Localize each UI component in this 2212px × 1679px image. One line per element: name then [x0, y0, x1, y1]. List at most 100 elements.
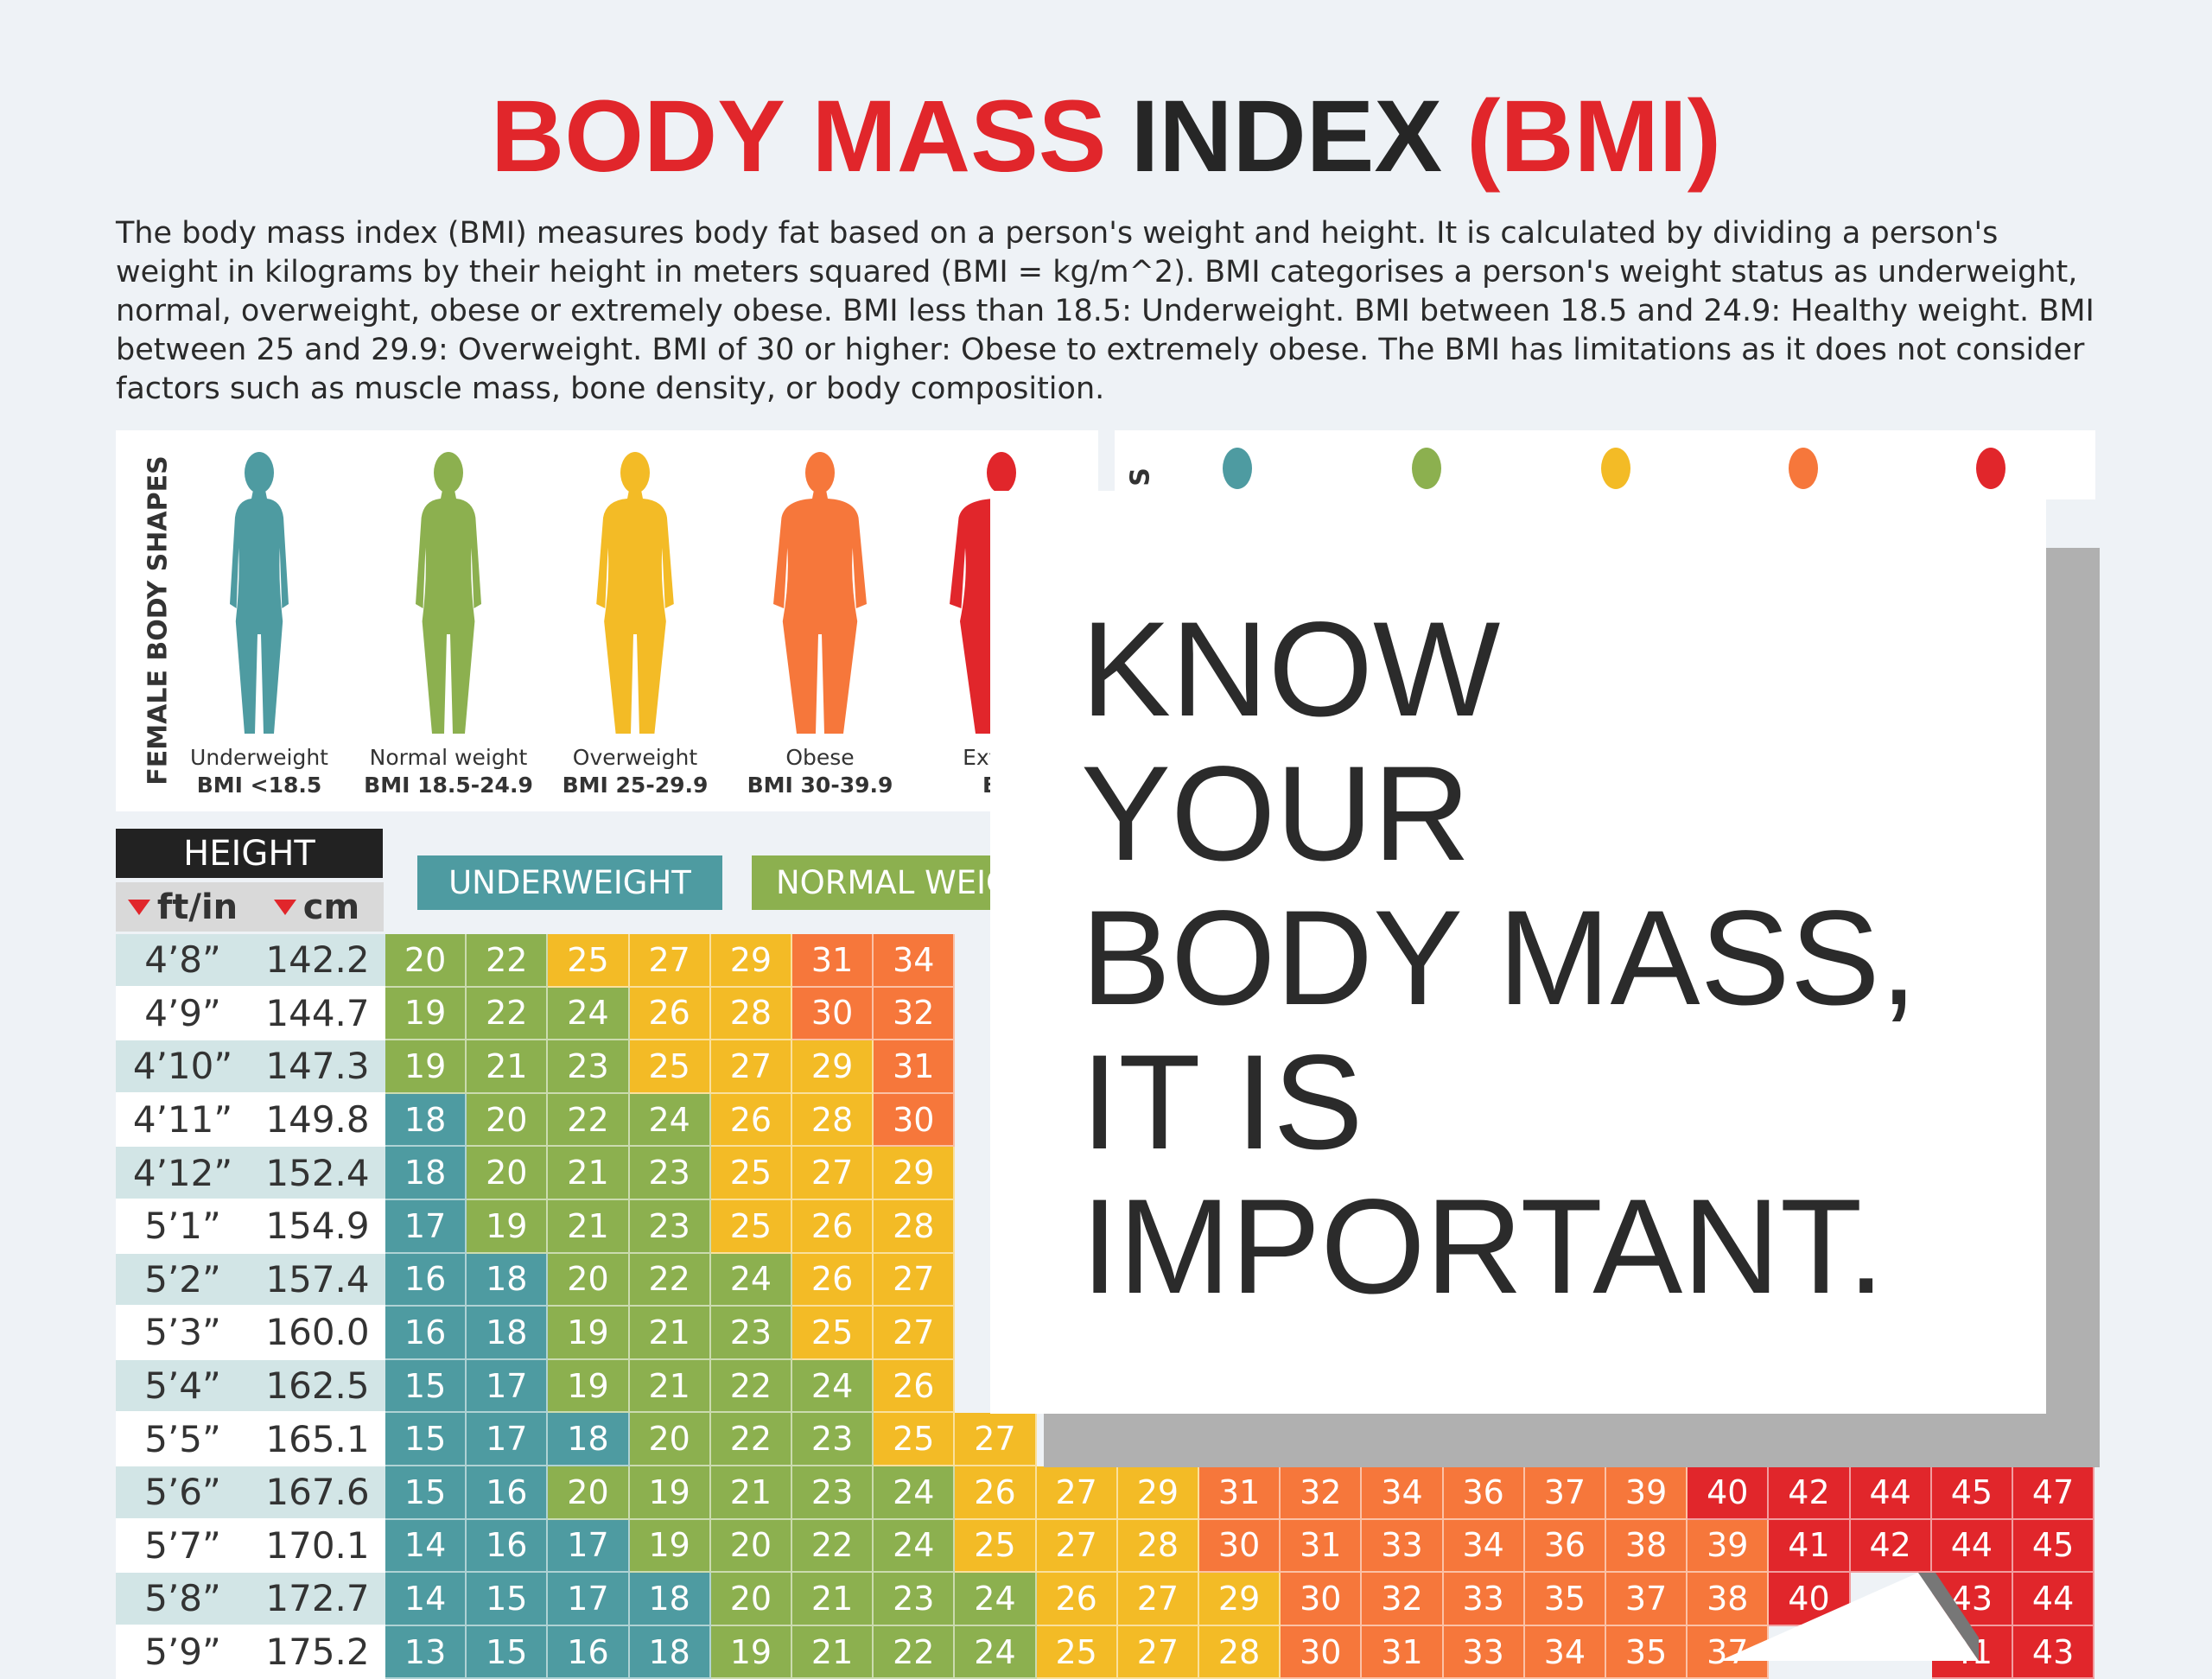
height-cm: 167.6 [250, 1466, 385, 1520]
bmi-cell: 17 [548, 1519, 630, 1574]
bmi-cell: 20 [467, 1147, 549, 1200]
title-part: INDEX [1130, 79, 1443, 194]
page-corner [1719, 1573, 1979, 1661]
shape-name: Obese [785, 745, 855, 770]
bmi-cell: 30 [1199, 1519, 1281, 1574]
bmi-cell: 24 [955, 1625, 1037, 1679]
figure-body [773, 490, 867, 734]
bmi-cell: 23 [710, 1307, 792, 1360]
height-cm: 144.7 [250, 987, 385, 1041]
figure-body [416, 490, 481, 734]
bmi-cell: 25 [1036, 1625, 1118, 1679]
bmi-cell: 16 [548, 1625, 630, 1679]
bmi-cell: 39 [1688, 1519, 1770, 1574]
bmi-cell: 25 [548, 934, 630, 988]
title-part: BODY MASS [490, 79, 1107, 194]
bmi-cell: 23 [629, 1200, 711, 1254]
bmi-cell: 30 [874, 1093, 956, 1148]
card-line: KNOW [1081, 595, 1501, 745]
bmi-cell: 24 [874, 1466, 956, 1520]
description: The body mass index (BMI) measures body … [116, 216, 2094, 406]
bmi-cell: 16 [385, 1253, 467, 1307]
bmi-cell: 43 [2013, 1625, 2095, 1679]
bmi-cell: 26 [955, 1466, 1037, 1520]
height-cm: 142.2 [250, 934, 385, 988]
bmi-cell: 28 [874, 1200, 956, 1254]
bmi-cell: 40 [1769, 1573, 1851, 1626]
bmi-cell: 27 [1036, 1519, 1118, 1574]
bmi-cell: 22 [548, 1093, 630, 1148]
category-header: NORMAL WEIG [752, 855, 1002, 910]
height-cm: 160.0 [250, 1307, 385, 1360]
bmi-cell: 25 [874, 1413, 956, 1466]
bmi-cell: 15 [467, 1573, 549, 1626]
bmi-cell: 29 [710, 934, 792, 988]
bmi-cell: 30 [1281, 1573, 1363, 1626]
bmi-cell: 36 [1524, 1519, 1606, 1574]
bmi-cell: 14 [385, 1519, 467, 1574]
figure-head [434, 452, 463, 493]
head-icon [1601, 448, 1630, 489]
bmi-cell: 18 [629, 1573, 711, 1626]
shape-range: BMI 30-39.9 [747, 773, 893, 798]
bmi-cell: 13 [385, 1625, 467, 1679]
bmi-cell: 18 [385, 1093, 467, 1148]
height-header: HEIGHT [116, 829, 383, 878]
bmi-cell: 20 [385, 934, 467, 988]
bmi-cell: 44 [1850, 1466, 1932, 1520]
card-line: IT IS [1081, 1027, 1363, 1178]
bmi-cell: 25 [710, 1147, 792, 1200]
unit-label: cm [302, 887, 360, 927]
height-ft: 5’4” [116, 1359, 250, 1414]
bmi-cell: 33 [1443, 1573, 1525, 1626]
corner-fold [1719, 1573, 1979, 1661]
bmi-cell: 24 [548, 987, 630, 1041]
height-ft: 5’7” [116, 1519, 250, 1574]
bmi-cell: 24 [629, 1093, 711, 1148]
bmi-cell: 26 [1036, 1573, 1118, 1626]
head-icon [1976, 448, 2005, 489]
height-ft: 5’6” [116, 1466, 250, 1520]
bmi-cell: 38 [1688, 1573, 1770, 1626]
height-cm: 157.4 [250, 1253, 385, 1307]
unit-header: cm [250, 882, 384, 932]
head-icon [1789, 448, 1818, 489]
bmi-cell: 28 [1117, 1519, 1199, 1574]
figure-head [620, 452, 650, 493]
bmi-cell: 24 [710, 1253, 792, 1307]
bmi-cell: 29 [874, 1147, 956, 1200]
bmi-cell: 20 [710, 1519, 792, 1574]
bmi-cell: 23 [548, 1040, 630, 1094]
bmi-cell: 27 [874, 1253, 956, 1307]
bmi-cell: 21 [792, 1573, 874, 1626]
figure [773, 452, 867, 734]
bmi-cell: 23 [874, 1573, 956, 1626]
bmi-cell: 34 [1362, 1466, 1444, 1520]
bmi-cell: 36 [1443, 1466, 1525, 1520]
bmi-cell: 24 [955, 1573, 1037, 1626]
bmi-cell: 15 [385, 1466, 467, 1520]
figure-head [245, 452, 274, 493]
height-ft: 5’3” [116, 1307, 250, 1360]
bmi-cell: 40 [1688, 1466, 1770, 1520]
bmi-cell: 28 [710, 987, 792, 1041]
bmi-cell: 21 [548, 1200, 630, 1254]
bmi-cell: 25 [955, 1519, 1037, 1574]
bmi-cell: 32 [1281, 1466, 1363, 1520]
bmi-cell: 20 [467, 1093, 549, 1148]
bmi-cell: 17 [467, 1413, 549, 1466]
shape-range: BMI <18.5 [196, 773, 322, 798]
sort-arrow [273, 899, 296, 915]
figure-head [805, 452, 835, 493]
bmi-cell: 15 [467, 1625, 549, 1679]
bmi-cell: 18 [385, 1147, 467, 1200]
bmi-cell: 39 [1606, 1466, 1688, 1520]
head-icon [1412, 448, 1441, 489]
bmi-cell: 21 [629, 1307, 711, 1360]
bmi-cell: 25 [629, 1040, 711, 1094]
sort-arrow [127, 899, 150, 915]
title-part: (BMI) [1466, 79, 1722, 194]
bmi-cell: 18 [467, 1307, 549, 1360]
height-ft: 4’10” [116, 1040, 250, 1094]
bmi-cell: 21 [710, 1466, 792, 1520]
